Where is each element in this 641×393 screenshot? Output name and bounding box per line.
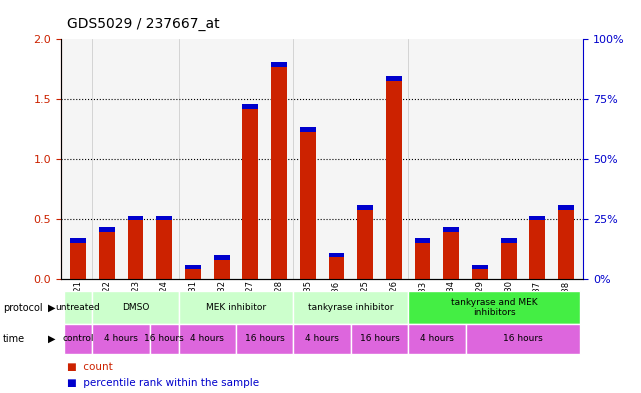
Text: 16 hours: 16 hours xyxy=(503,334,543,343)
Text: 4 hours: 4 hours xyxy=(305,334,339,343)
Bar xyxy=(415,238,431,243)
Bar xyxy=(351,324,408,354)
Bar xyxy=(128,220,144,279)
Bar xyxy=(501,238,517,243)
Bar xyxy=(357,205,373,209)
Bar xyxy=(386,77,402,81)
Bar xyxy=(92,324,150,354)
Bar xyxy=(185,270,201,279)
Text: ■  percentile rank within the sample: ■ percentile rank within the sample xyxy=(67,378,260,388)
Bar xyxy=(408,291,581,324)
Bar xyxy=(357,209,373,279)
Bar xyxy=(236,324,294,354)
Bar xyxy=(185,264,201,270)
Text: ▶: ▶ xyxy=(47,303,55,312)
Bar xyxy=(294,324,351,354)
Bar xyxy=(415,243,431,279)
Bar xyxy=(179,291,294,324)
Text: 16 hours: 16 hours xyxy=(360,334,399,343)
Bar xyxy=(329,253,344,257)
Bar xyxy=(179,324,236,354)
Bar xyxy=(150,324,179,354)
Bar xyxy=(213,260,229,279)
Bar xyxy=(501,243,517,279)
Text: time: time xyxy=(3,334,26,344)
Bar xyxy=(92,291,179,324)
Bar xyxy=(329,257,344,279)
Text: ■  count: ■ count xyxy=(67,362,113,373)
Bar xyxy=(213,255,229,260)
Bar xyxy=(300,132,315,279)
Text: 4 hours: 4 hours xyxy=(104,334,138,343)
Bar xyxy=(71,238,86,243)
Text: untreated: untreated xyxy=(56,303,101,312)
Bar xyxy=(444,228,459,232)
Text: tankyrase and MEK
inhibitors: tankyrase and MEK inhibitors xyxy=(451,298,538,317)
Text: 16 hours: 16 hours xyxy=(245,334,285,343)
Text: control: control xyxy=(62,334,94,343)
Text: tankyrase inhibitor: tankyrase inhibitor xyxy=(308,303,394,312)
Bar xyxy=(472,270,488,279)
Text: DMSO: DMSO xyxy=(122,303,149,312)
Bar xyxy=(529,220,545,279)
Bar xyxy=(558,205,574,209)
Bar xyxy=(558,209,574,279)
Bar xyxy=(99,232,115,279)
Text: 4 hours: 4 hours xyxy=(420,334,454,343)
Bar xyxy=(271,67,287,279)
Bar xyxy=(529,215,545,220)
Bar xyxy=(71,243,86,279)
Bar xyxy=(386,81,402,279)
Text: ▶: ▶ xyxy=(47,334,55,344)
Bar xyxy=(294,291,408,324)
Bar xyxy=(465,324,581,354)
Text: GDS5029 / 237667_at: GDS5029 / 237667_at xyxy=(67,17,220,31)
Bar xyxy=(271,62,287,67)
Bar xyxy=(472,264,488,270)
Text: protocol: protocol xyxy=(3,303,43,312)
Bar xyxy=(156,220,172,279)
Bar xyxy=(242,109,258,279)
Text: 16 hours: 16 hours xyxy=(144,334,184,343)
Bar xyxy=(444,232,459,279)
Bar xyxy=(63,324,92,354)
Bar xyxy=(63,291,92,324)
Bar xyxy=(128,215,144,220)
Bar xyxy=(242,104,258,109)
Text: 4 hours: 4 hours xyxy=(190,334,224,343)
Bar xyxy=(408,324,465,354)
Bar xyxy=(300,127,315,132)
Bar xyxy=(156,215,172,220)
Bar xyxy=(99,228,115,232)
Text: MEK inhibitor: MEK inhibitor xyxy=(206,303,266,312)
